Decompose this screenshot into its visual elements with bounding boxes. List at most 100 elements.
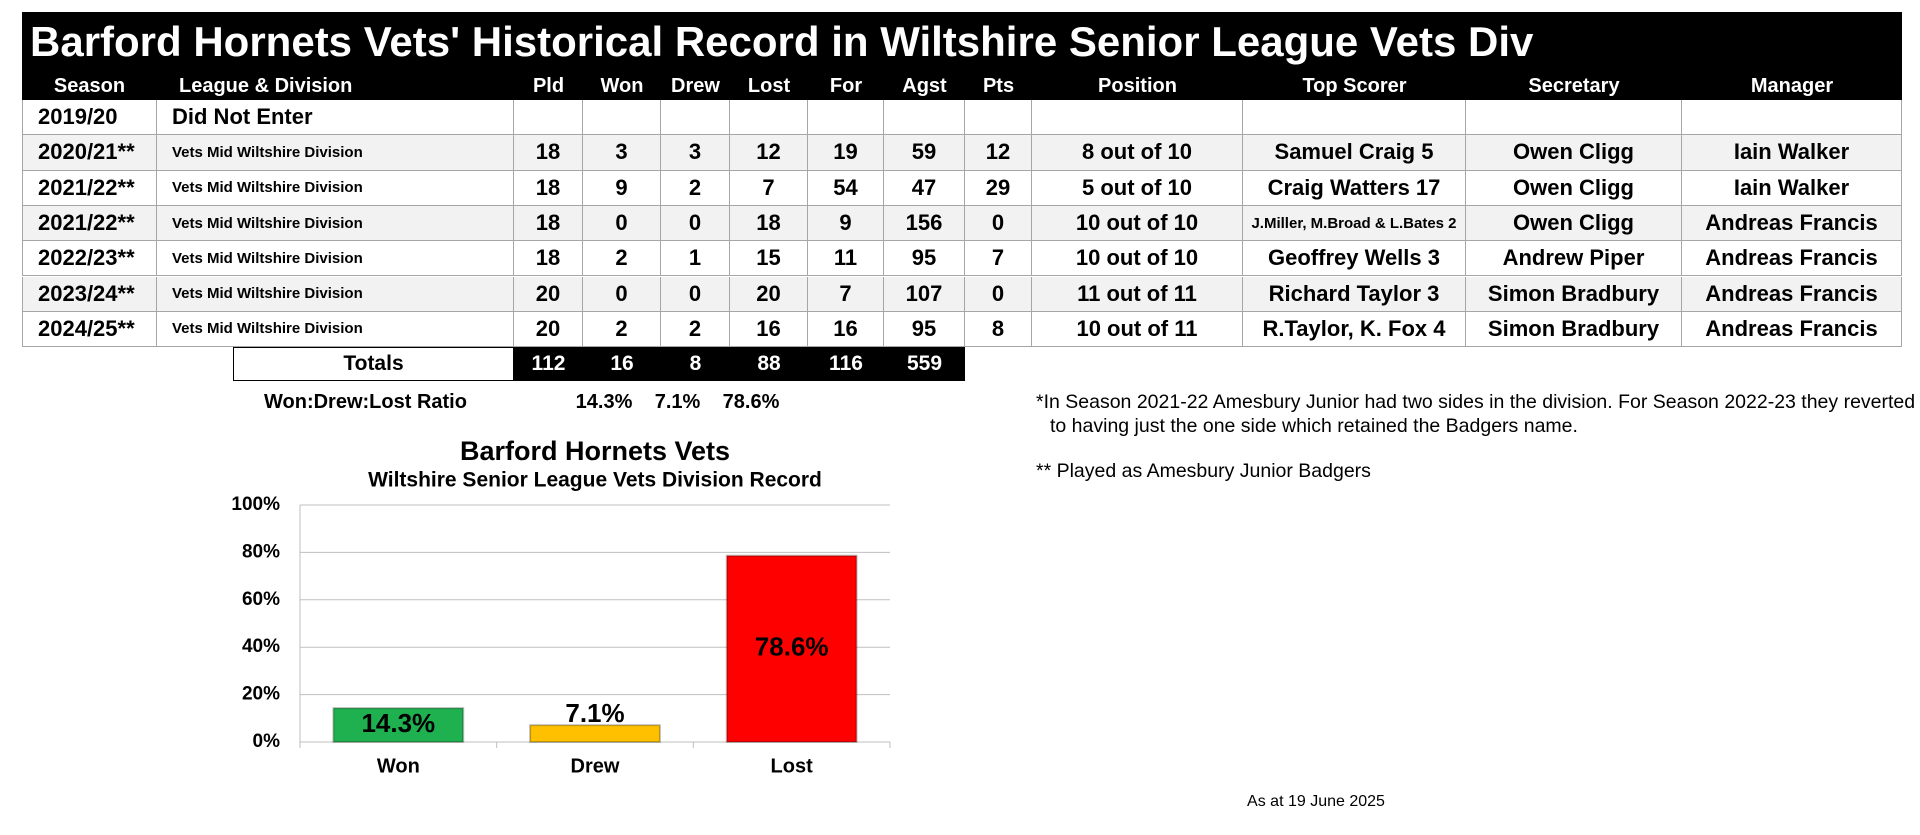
table-cell: 18 (514, 241, 583, 277)
table-cell: J.Miller, M.Broad & L.Bates 2 (1243, 205, 1466, 242)
table-cell: 18 (514, 170, 583, 206)
table-cell: 12 (730, 135, 808, 171)
table-cell: Vets Mid Wiltshire Division (157, 170, 514, 206)
table-cell: 18 (514, 135, 583, 171)
table-cell: 8 out of 10 (1032, 135, 1243, 171)
ratio-value: 78.6% (722, 391, 780, 413)
table-cell: 16 (808, 311, 884, 348)
table-cell (730, 100, 808, 136)
table-cell: 0 (965, 205, 1032, 242)
table-cell: 2021/22** (22, 170, 157, 206)
table-cell: 10 out of 10 (1032, 241, 1243, 277)
table-cell (514, 100, 583, 136)
table-cell: 7 (730, 170, 808, 206)
x-tick-label: Lost (771, 755, 814, 777)
table-cell: 1 (661, 241, 730, 277)
table-cell (808, 100, 884, 136)
table-cell: 5 out of 10 (1032, 170, 1243, 206)
table-cell: 10 out of 10 (1032, 205, 1243, 242)
table-cell: Craig Watters 17 (1243, 170, 1466, 206)
chart-subtitle: Wiltshire Senior League Vets Division Re… (368, 469, 822, 492)
table-cell: Samuel Craig 5 (1243, 135, 1466, 171)
table-cell: 3 (661, 135, 730, 171)
bar-value-label: 7.1% (565, 698, 624, 728)
y-tick-label: 40% (242, 636, 280, 657)
ratio-label: Won:Drew:Lost Ratio (264, 391, 467, 413)
bar-value-label: 78.6% (755, 632, 829, 662)
y-tick-label: 0% (253, 731, 281, 752)
table-cell: 2020/21** (22, 135, 157, 171)
table-cell: Geoffrey Wells 3 (1243, 241, 1466, 277)
table-cell: 29 (965, 170, 1032, 206)
table-cell: Owen Cligg (1466, 170, 1682, 206)
table-cell: 2021/22** (22, 205, 157, 242)
table-cell: Andreas Francis (1682, 241, 1902, 277)
table-cell: Richard Taylor 3 (1243, 276, 1466, 312)
table-cell: 11 out of 11 (1032, 276, 1243, 312)
column-header: Pts (965, 72, 1032, 100)
bar (332, 707, 465, 744)
bar-value-label: 14.3% (361, 708, 435, 738)
table-cell: 2024/25** (22, 311, 157, 348)
table-cell: Vets Mid Wiltshire Division (157, 205, 514, 242)
table-cell: Vets Mid Wiltshire Division (157, 276, 514, 312)
column-header: Pld (514, 72, 583, 100)
table-cell: 2019/20 (22, 100, 157, 136)
table-cell: 15 (730, 241, 808, 277)
table-cell: 2 (661, 311, 730, 348)
column-header: Position (1032, 72, 1243, 100)
x-tick-label: Drew (571, 755, 620, 777)
table-cell (661, 100, 730, 136)
table-cell: 18 (730, 205, 808, 242)
table-cell (884, 100, 965, 136)
table-cell: 16 (730, 311, 808, 348)
table-cell: Owen Cligg (1466, 135, 1682, 171)
table-cell (1243, 100, 1466, 136)
table-cell: Andreas Francis (1682, 311, 1902, 348)
table-cell: 2 (661, 170, 730, 206)
y-tick-label: 80% (242, 541, 280, 562)
table-cell: 9 (583, 170, 661, 206)
ratio-value: 7.1% (654, 391, 701, 413)
table-cell: 47 (884, 170, 965, 206)
table-cell (1682, 100, 1902, 136)
table-cell: 0 (583, 205, 661, 242)
page-title: Barford Hornets Vets' Historical Record … (22, 12, 1902, 72)
totals-value: 112 (514, 347, 583, 382)
table-cell: Owen Cligg (1466, 205, 1682, 242)
as-at-date: As at 19 June 2025 (1247, 793, 1385, 810)
table-cell: 20 (514, 276, 583, 312)
table-cell: Vets Mid Wiltshire Division (157, 135, 514, 171)
column-header: Manager (1682, 72, 1902, 100)
table-cell: 107 (884, 276, 965, 312)
table-cell: 11 (808, 241, 884, 277)
table-cell: 7 (965, 241, 1032, 277)
table-cell: Did Not Enter (157, 100, 514, 136)
ratio-value: 14.3% (575, 391, 633, 413)
column-header: Top Scorer (1243, 72, 1466, 100)
table-cell: Vets Mid Wiltshire Division (157, 311, 514, 348)
table-cell: Simon Bradbury (1466, 276, 1682, 312)
table-cell: 10 out of 11 (1032, 311, 1243, 348)
chart-title: Barford Hornets Vets (460, 436, 730, 466)
table-cell: 2 (583, 241, 661, 277)
y-tick-label: 100% (231, 494, 280, 515)
column-header: Secretary (1466, 72, 1682, 100)
column-header: Drew (661, 72, 730, 100)
table-cell: 95 (884, 241, 965, 277)
table-cell: Iain Walker (1682, 170, 1902, 206)
footnote: *In Season 2021-22 Amesbury Junior had t… (1036, 391, 1916, 437)
bar (529, 724, 661, 743)
table-cell: 2023/24** (22, 276, 157, 312)
totals-value: 16 (583, 347, 661, 382)
table-cell: 2022/23** (22, 241, 157, 277)
table-cell: 7 (808, 276, 884, 312)
totals-value: 559 (884, 347, 965, 382)
x-tick-label: Won (377, 755, 420, 777)
totals-label: Totals (233, 347, 514, 382)
bar (725, 554, 858, 744)
column-header: League & Division (157, 72, 514, 100)
y-tick-label: 60% (242, 589, 280, 610)
